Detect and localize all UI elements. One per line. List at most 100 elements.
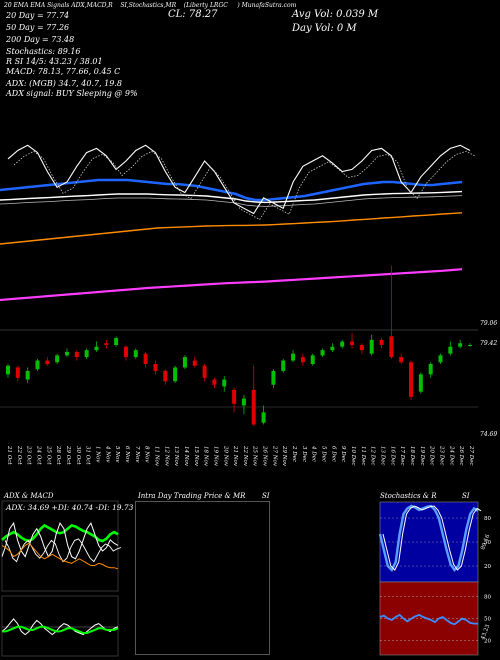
x-tick-label: 14 Nov [183, 446, 189, 467]
adx-series-di [1, 542, 119, 570]
x-tick-label: 1 Nov [94, 446, 100, 463]
x-tick-label: 31 Oct [85, 446, 91, 465]
avg-vol: Avg Vol: 0.039 M [292, 9, 379, 20]
adx-values: ADX: 34.69 +DI: 40.74 -DI: 19.73 [6, 503, 134, 512]
rsi-panel [379, 581, 479, 656]
x-tick-label: 8 Nov [144, 446, 150, 463]
intraday-si-title: SI [262, 492, 270, 500]
adx-macd-title: ADX & MACD [4, 492, 54, 500]
stoch-axis-label: 20 [484, 564, 491, 570]
price-label-top: 79.06 [480, 320, 498, 327]
candle-body [64, 351, 69, 356]
day-vol: Day Vol: 0 M [292, 23, 357, 34]
x-tick-label: 10 Dec [350, 446, 356, 466]
ema-line-200-day [0, 268, 463, 302]
candle-body [202, 365, 207, 378]
candle-body [468, 345, 472, 346]
adx-label: ADX: (MGB) 34.7, 40.7, 19.8 [6, 79, 122, 88]
header-title-c: (Liberty LRGC [183, 2, 228, 9]
x-tick-label: 28 Oct [55, 445, 61, 465]
candle-body [25, 370, 30, 380]
header-line: 20 EMA EMA Signals ADX,MACD,R SI,Stochas… [4, 2, 296, 9]
x-tick-label: 16 Dec [389, 446, 395, 466]
candle-body [399, 357, 404, 363]
adx-signal-label: ADX signal: BUY Sleeping @ 9% [6, 89, 138, 98]
adx-series-adx [1, 523, 119, 543]
stoch-k-line [378, 504, 479, 573]
candle-body [241, 398, 246, 406]
x-tick-label: 27 Dec [468, 445, 474, 466]
stoch-title: Stochastics & R [380, 492, 437, 500]
candle-body [84, 350, 89, 358]
x-tick-label: 6 Nov [124, 446, 130, 463]
x-tick-label: 18 Dec [409, 446, 415, 466]
x-tick-label: 22 Oct [16, 445, 22, 465]
candle-body [143, 353, 148, 364]
adx-series-di [1, 521, 119, 560]
x-tick-label: 7 Nov [134, 446, 140, 463]
x-tick-label: 24 Oct [35, 445, 41, 465]
candle-body [320, 350, 325, 356]
candle-body [261, 412, 266, 423]
x-tick-label: 13 Nov [173, 446, 179, 467]
rsi-line [379, 613, 478, 626]
stochastics-panel [379, 501, 479, 583]
x-tick-label: 21 Oct [6, 445, 12, 465]
x-tick-label: 26 Nov [262, 445, 268, 467]
x-tick-label: 15 Nov [193, 446, 199, 467]
header-title-a: 20 EMA EMA Signals ADX,MACD,R [4, 2, 113, 9]
candle-body [182, 357, 187, 368]
x-tick-label: 24 Dec [448, 445, 454, 466]
x-tick-label: 26 Dec [458, 445, 464, 466]
x-tick-label: 11 Dec [360, 446, 366, 466]
ema-line-100-day [0, 212, 463, 245]
x-tick-label: 19 Nov [212, 446, 218, 467]
header-title-d: ) MunafaSutra.com [237, 2, 297, 9]
candle-body [458, 343, 463, 347]
candle-body [222, 379, 227, 387]
candle-body [104, 343, 109, 345]
rsi-label: R SI 14/5: 43.23 / 38.01 [6, 57, 103, 66]
ema50-label: 50 Day = 77.26 [6, 23, 70, 32]
candle-body [271, 370, 276, 385]
x-tick-label: 12 Dec [370, 446, 376, 466]
candle-body [15, 367, 20, 378]
rsi-axis-label: 20 [484, 638, 491, 644]
candle-body [369, 339, 374, 354]
candle-body [35, 360, 40, 370]
stoch-d-line [382, 505, 482, 571]
candle-body [45, 360, 50, 364]
x-tick-label: 27 Nov [271, 445, 277, 467]
candle-body [133, 350, 138, 358]
candle-body [153, 364, 158, 371]
rsi-value-label: 43.23 [480, 623, 491, 640]
x-tick-label: 30 Oct [75, 446, 81, 465]
x-tick-label: 22 Nov [242, 445, 248, 467]
candle-body [330, 346, 335, 351]
candle-body [310, 355, 315, 364]
ema-line-50-shadow [0, 195, 463, 207]
candle-body [340, 341, 345, 347]
stoch-value-label: 89.16 [480, 533, 491, 550]
x-tick-label: 29 Nov [281, 445, 287, 467]
oscillator-signal-line [13, 150, 477, 221]
candle-body [94, 346, 99, 351]
candle-body [173, 367, 178, 382]
x-tick-label: 20 Nov [222, 445, 228, 467]
macd-label: MACD: 78.13, 77.66, 0.45 C [6, 67, 121, 76]
x-tick-label: 23 Oct [26, 445, 32, 465]
candle-body [359, 345, 364, 351]
candle-body [350, 341, 355, 345]
stoch-axis-label: 50 [484, 540, 491, 546]
x-tick-label: 25 Oct [45, 445, 51, 465]
candle-body [281, 360, 286, 371]
ema200-label: 200 Day = 73.48 [6, 35, 75, 44]
candle-body [428, 364, 433, 375]
candle-body [163, 370, 168, 382]
x-tick-label: 18 Nov [203, 446, 209, 467]
x-tick-label: 29 Oct [65, 445, 71, 465]
x-tick-label: 19 Dec [419, 446, 425, 466]
x-tick-label: 12 Nov [163, 446, 169, 467]
candle-body [300, 357, 305, 363]
x-tick-label: 5 Nov [114, 446, 120, 463]
